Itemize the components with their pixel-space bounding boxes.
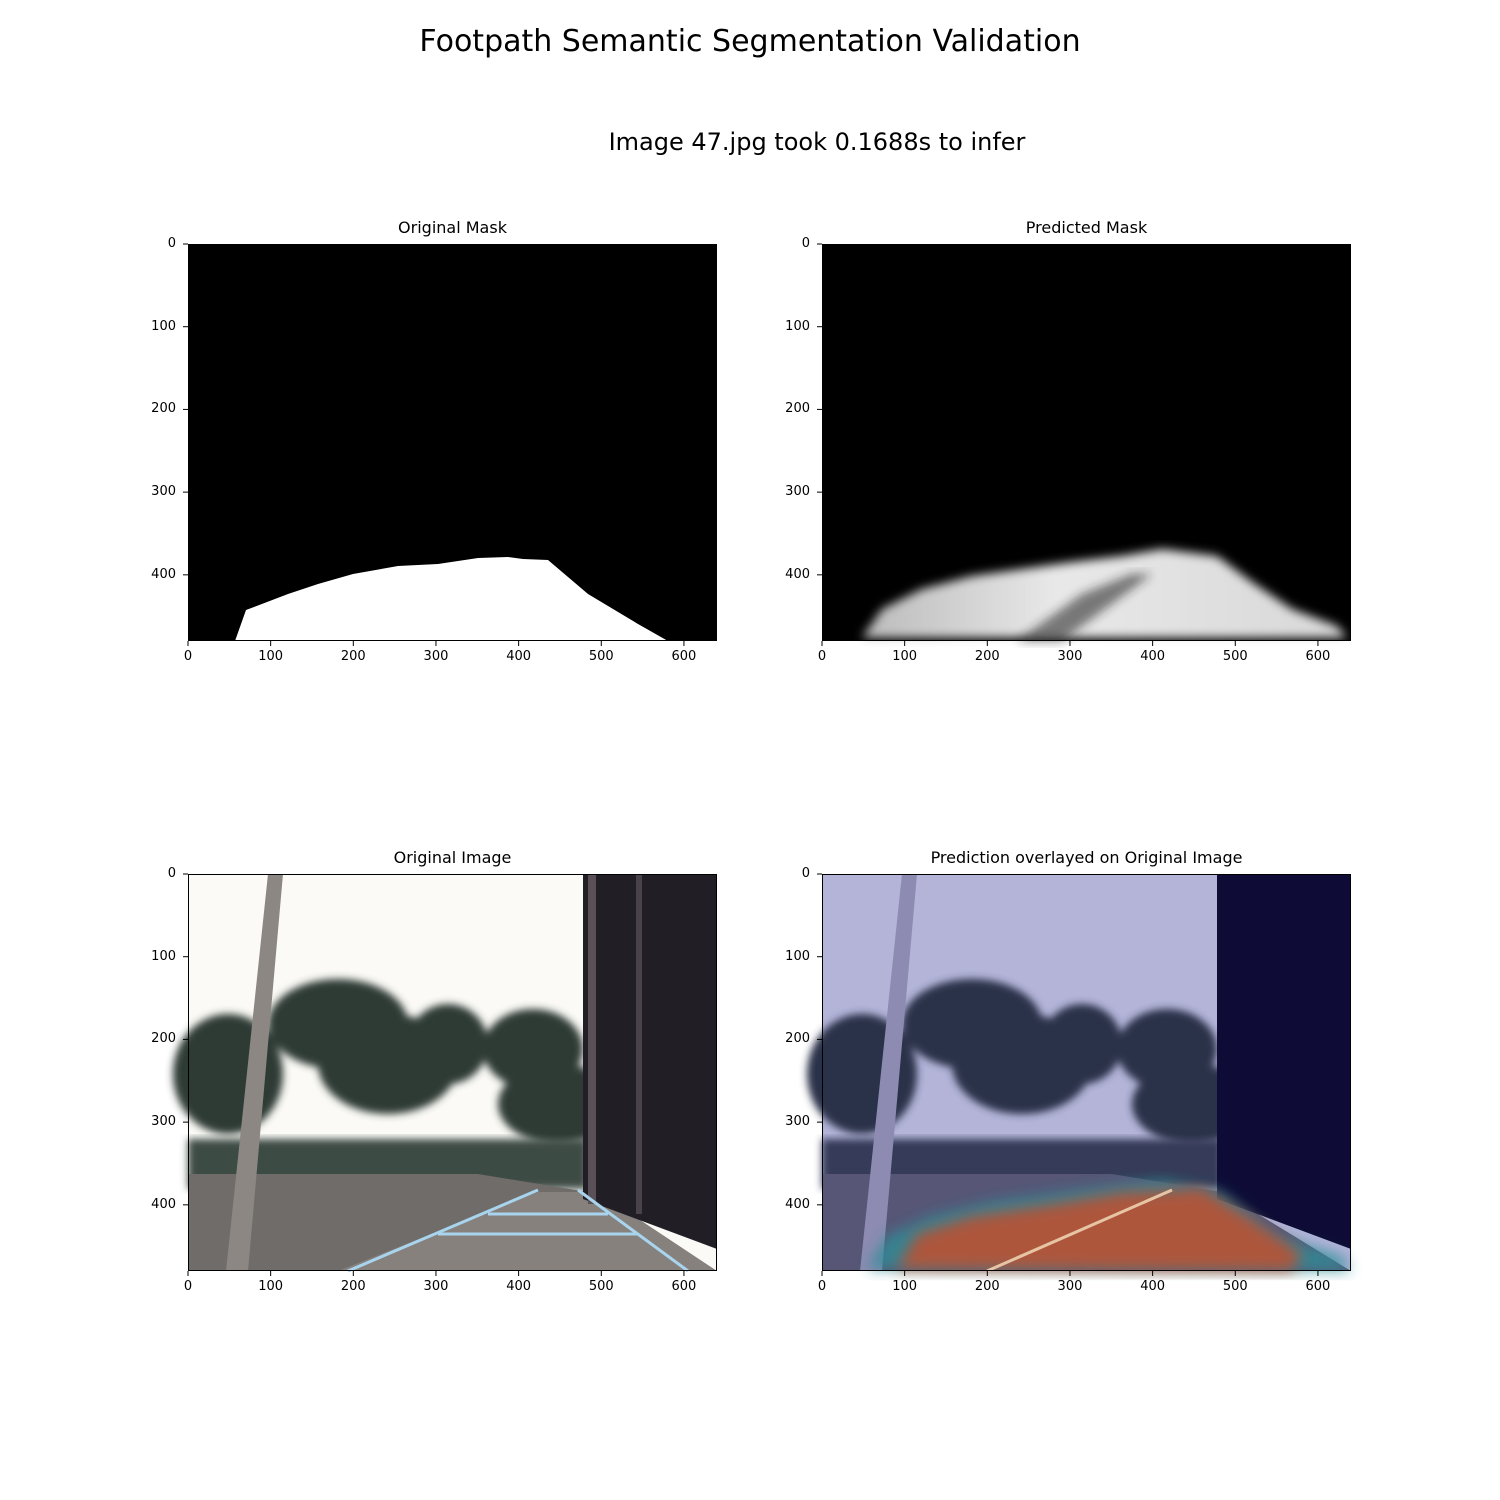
x-tick-label: 400: [506, 649, 532, 664]
y-tick-label: 0: [167, 866, 176, 881]
y-tick-label: 200: [785, 401, 810, 417]
y-tick-label: 400: [785, 1196, 810, 1212]
y-tick-label: 300: [785, 484, 810, 500]
x-tick-label: 0: [817, 649, 827, 664]
panel-title: Predicted Mask: [1025, 218, 1148, 237]
x-tick-label: 100: [892, 1279, 918, 1294]
y-tick-label: 100: [151, 948, 176, 964]
x-tick-label: 600: [671, 649, 697, 664]
x-tick-label: 200: [974, 1279, 1000, 1294]
y-tick-label: 100: [785, 318, 810, 334]
y-tick-label: 200: [151, 1031, 176, 1047]
x-tick-label: 500: [588, 1279, 614, 1294]
x-tick-label: 0: [183, 649, 193, 664]
x-tick-label: 500: [1222, 1279, 1248, 1294]
x-tick-label: 400: [1140, 1279, 1166, 1294]
x-tick-label: 0: [183, 1279, 193, 1294]
y-tick-label: 400: [151, 566, 176, 582]
panel-title: Original Mask: [398, 218, 507, 237]
y-tick-label: 0: [167, 236, 176, 251]
panel-title: Original Image: [393, 848, 512, 867]
x-tick-label: 100: [258, 1279, 284, 1294]
x-tick-label: 600: [1305, 1279, 1331, 1294]
x-tick-label: 400: [506, 1279, 532, 1294]
x-tick-label: 0: [817, 1279, 827, 1294]
figure-title: Footpath Semantic Segmentation Validatio…: [419, 24, 1081, 59]
x-tick-label: 300: [1057, 1279, 1083, 1294]
x-tick-label: 100: [892, 649, 918, 664]
y-tick-label: 300: [785, 1114, 810, 1130]
figure-subtitle: Image 47.jpg took 0.1688s to infer: [608, 128, 1026, 156]
y-tick-label: 400: [151, 1196, 176, 1212]
panel-title: Prediction overlayed on Original Image: [930, 848, 1243, 867]
x-tick-label: 400: [1140, 649, 1166, 664]
mask-region: [235, 557, 668, 641]
x-tick-label: 100: [258, 649, 284, 664]
y-tick-label: 300: [151, 1114, 176, 1130]
original-photo: [173, 873, 717, 1276]
y-tick-label: 200: [785, 1031, 810, 1047]
panel-predicted-mask: Predicted Mask 0 100 200 300 400 500 600 0 100 20…: [785, 218, 1351, 664]
x-tick-label: 300: [1057, 649, 1083, 664]
x-tick-label: 300: [423, 649, 449, 664]
y-tick-label: 200: [151, 401, 176, 417]
x-tick-label: 300: [423, 1279, 449, 1294]
overlay-photo: [807, 873, 1351, 1276]
y-tick-label: 0: [801, 866, 810, 881]
panel-overlay: Prediction overlayed on Original Image 0…: [785, 848, 1351, 1294]
panel-original-image: Original Image: [151, 848, 717, 1294]
x-tick-label: 200: [340, 1279, 366, 1294]
predicted-mask-image: [817, 243, 1351, 646]
panel-original-mask: Original Mask 0 100 200 300 400 500 600 0 100 200…: [151, 218, 717, 664]
y-tick-label: 300: [151, 484, 176, 500]
y-tick-label: 0: [801, 236, 810, 251]
y-tick-label: 400: [785, 566, 810, 582]
y-tick-label: 100: [151, 318, 176, 334]
x-tick-label: 500: [588, 649, 614, 664]
x-tick-label: 600: [1305, 649, 1331, 664]
x-tick-label: 500: [1222, 649, 1248, 664]
x-tick-label: 600: [671, 1279, 697, 1294]
original-mask-image: [183, 243, 717, 646]
y-tick-label: 100: [785, 948, 810, 964]
x-tick-label: 200: [340, 649, 366, 664]
x-tick-label: 200: [974, 649, 1000, 664]
